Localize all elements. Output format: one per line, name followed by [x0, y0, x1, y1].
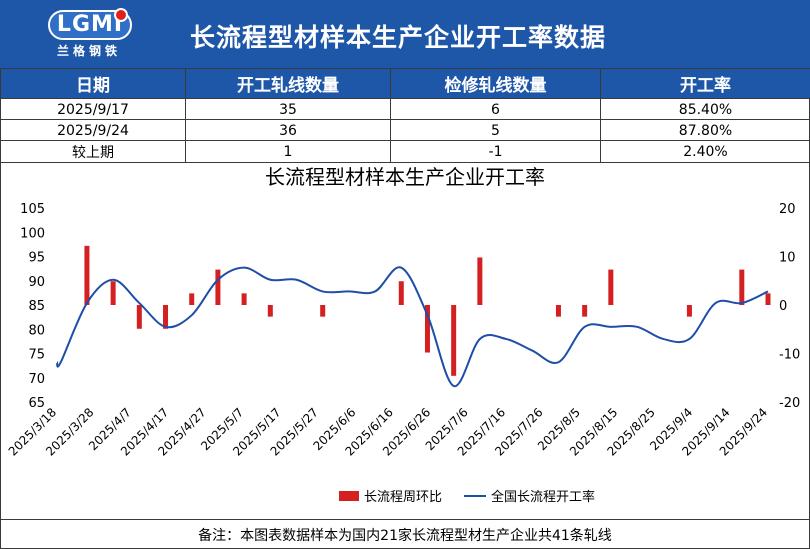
- table-cell: 2025/9/24: [0, 119, 186, 141]
- footnote: 备注：本图表数据样本为国内21家长流程型材生产企业共41条轧线: [0, 519, 810, 549]
- legend-swatch-bar: [339, 491, 359, 501]
- column-header-date: 日期: [0, 68, 186, 99]
- table-cell: 2.40%: [600, 140, 810, 163]
- bar-mark: [84, 245, 90, 305]
- bar-mark: [477, 257, 483, 305]
- right-tick-label: -20: [779, 396, 800, 411]
- left-tick-label: 75: [28, 348, 45, 363]
- logo-dot-icon: [114, 8, 128, 22]
- bar-mark: [451, 305, 457, 376]
- legend-label-bar: 长流程周环比: [364, 490, 442, 505]
- left-tick-label: 105: [20, 202, 45, 217]
- bar-mark: [424, 305, 430, 353]
- bar-mark: [163, 305, 169, 329]
- left-tick-label: 90: [28, 275, 45, 290]
- right-tick-label: 20: [779, 202, 796, 217]
- table-cell: 较上期: [0, 140, 186, 163]
- right-axis: 20 10 0 -10 -20: [779, 202, 800, 411]
- left-tick-label: 80: [28, 323, 45, 338]
- column-header-operating-rate: 开工率: [600, 68, 810, 99]
- chart-legend: 长流程周环比 全国长流程开工率: [339, 489, 595, 505]
- line-series: [56, 266, 769, 388]
- right-tick-label: 10: [779, 251, 796, 266]
- column-header-maintenance-lines: 检修轧线数量: [390, 68, 601, 99]
- company-logo: LGMI 兰格钢铁: [40, 8, 138, 60]
- right-tick-label: -10: [779, 348, 800, 363]
- bar-mark: [686, 305, 692, 317]
- table-row: 2025/9/17 35 6 85.40%: [0, 98, 810, 120]
- table-cell: 85.40%: [600, 98, 810, 120]
- bar-mark: [765, 293, 771, 305]
- column-header-running-lines: 开工轧线数量: [185, 68, 391, 99]
- bar-mark: [739, 269, 745, 305]
- right-tick-label: 0: [779, 299, 787, 314]
- x-axis: 2025/3/182025/3/282025/4/72025/4/172025/…: [6, 405, 770, 458]
- table-header-row: 日期 开工轧线数量 检修轧线数量 开工率: [0, 68, 810, 99]
- stats-table: 日期 开工轧线数量 检修轧线数量 开工率 2025/9/17 35 6 85.4…: [0, 68, 810, 163]
- header-bar: LGMI 兰格钢铁 长流程型材样本生产企业开工率数据: [0, 0, 810, 68]
- left-axis: 105 100 95 90 85 80 75 70 65: [20, 202, 45, 411]
- logo-subtitle: 兰格钢铁: [56, 44, 121, 58]
- page-title: 长流程型材样本生产企业开工率数据: [190, 23, 607, 52]
- bar-mark: [215, 269, 221, 305]
- table-cell: 35: [185, 98, 391, 120]
- left-tick-label: 65: [28, 396, 45, 411]
- table-cell: 87.80%: [600, 119, 810, 141]
- bar-mark: [320, 305, 326, 317]
- bar-mark: [189, 293, 195, 305]
- table-cell: 36: [185, 119, 391, 141]
- bar-mark: [241, 293, 247, 305]
- table-cell: 5: [390, 119, 601, 141]
- table-cell: 2025/9/17: [0, 98, 186, 120]
- bar-mark: [110, 281, 116, 305]
- bar-mark: [582, 305, 588, 317]
- bar-mark: [136, 305, 142, 329]
- table-cell: -1: [390, 140, 601, 163]
- line-mark: [56, 266, 769, 388]
- logo-badge: [48, 10, 132, 40]
- bar-mark: [267, 305, 273, 317]
- table-cell: 6: [390, 98, 601, 120]
- left-tick-label: 85: [28, 299, 45, 314]
- bar-mark: [608, 269, 614, 305]
- legend-label-line: 全国长流程开工率: [491, 489, 595, 505]
- chart-title: 长流程型材样本生产企业开工率: [265, 165, 545, 189]
- table-cell: 1: [185, 140, 391, 163]
- logo-text: LGMI: [56, 12, 124, 37]
- left-tick-label: 70: [28, 372, 45, 387]
- bar-mark: [555, 305, 561, 317]
- table-row: 较上期 1 -1 2.40%: [0, 140, 810, 163]
- table-row: 2025/9/24 36 5 87.80%: [0, 119, 810, 141]
- bar-series: [84, 245, 771, 376]
- left-tick-label: 95: [28, 251, 45, 266]
- left-tick-label: 100: [20, 226, 45, 241]
- bar-mark: [398, 281, 404, 305]
